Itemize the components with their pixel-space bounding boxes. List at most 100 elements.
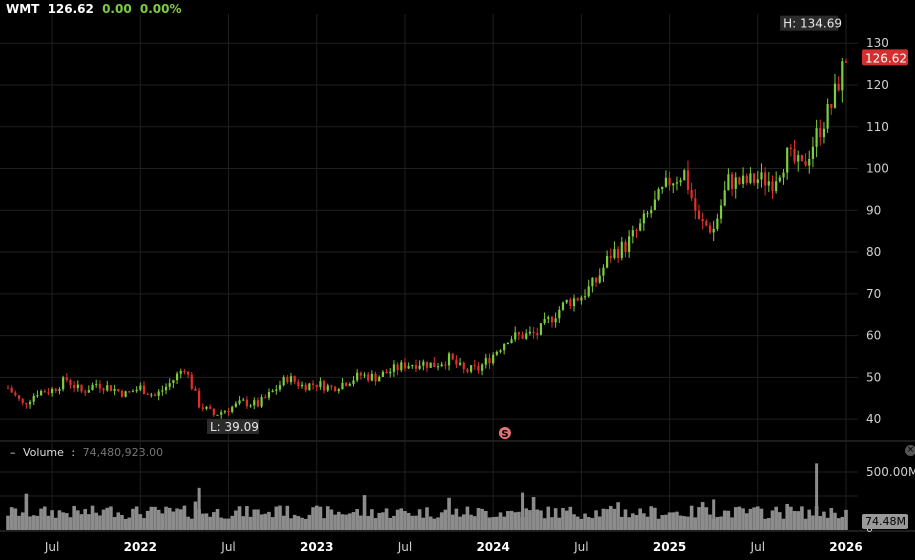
volume-bar: [215, 508, 220, 530]
volume-bar: [461, 514, 466, 530]
candle-body: [797, 155, 800, 162]
candle-body: [591, 277, 594, 287]
volume-bar: [524, 508, 529, 530]
candle-body: [356, 372, 359, 381]
price-tick-label: 40: [866, 412, 881, 426]
volume-bar: [72, 505, 76, 530]
candle-body: [789, 147, 792, 149]
candle-body: [43, 390, 46, 393]
volume-bar: [671, 512, 676, 530]
candle-body: [275, 389, 278, 391]
candle-body: [628, 236, 631, 252]
candle-body: [580, 297, 583, 301]
volume-bar: [87, 514, 91, 530]
candle-body: [198, 390, 201, 408]
volume-bar: [112, 517, 117, 530]
volume-bar: [9, 507, 14, 530]
candle-body: [146, 394, 149, 396]
close-icon[interactable]: ×: [905, 445, 915, 456]
candle-body: [425, 361, 429, 368]
volume-bar: [631, 513, 635, 530]
candle-body: [418, 365, 421, 369]
candle-body: [668, 177, 671, 186]
volume-bar: [546, 506, 551, 530]
volume-bar: [733, 507, 738, 530]
volume-bar: [76, 510, 80, 530]
volume-bar: [252, 509, 257, 530]
candle-body: [293, 376, 296, 382]
candle-body: [679, 180, 682, 183]
candle-body: [462, 362, 465, 370]
candle-body: [341, 382, 344, 390]
candle-body: [536, 333, 539, 335]
last-price-box: [862, 49, 908, 66]
volume-bar: [403, 511, 407, 530]
volume-bar: [79, 514, 84, 530]
volume-bar: [528, 510, 532, 530]
candle-body: [811, 146, 815, 159]
volume-bar: [553, 508, 558, 530]
volume-bar: [285, 505, 290, 530]
candle-body: [837, 83, 840, 91]
candle-body: [194, 388, 197, 391]
candle-body: [694, 198, 697, 211]
candle-body: [278, 385, 282, 390]
candle-body: [613, 249, 616, 258]
candle-body: [10, 387, 13, 393]
volume-bar: [204, 513, 209, 530]
price-tick-label: 60: [866, 329, 881, 343]
volume-bar: [491, 516, 495, 530]
volume-bar: [39, 508, 43, 530]
ticker-price: 126.62: [47, 2, 94, 16]
candle-body: [822, 128, 826, 138]
volume-bar: [575, 516, 580, 530]
volume-tick-label: 500.00M: [866, 465, 915, 479]
candle-body: [569, 299, 572, 307]
volume-bar: [142, 518, 146, 530]
candle-body: [51, 388, 54, 393]
volume-bar: [458, 516, 462, 530]
volume-bar: [333, 514, 337, 530]
volume-bar: [292, 514, 297, 530]
candle-body: [639, 223, 642, 231]
volume-bar: [480, 508, 484, 530]
volume-bar: [796, 511, 801, 530]
volume-bar: [318, 506, 323, 530]
candle-body: [793, 148, 796, 162]
volume-bar: [388, 517, 393, 530]
volume-bar: [300, 517, 304, 530]
volume-bar: [781, 518, 786, 530]
candle-body: [558, 309, 561, 319]
volume-bar: [763, 518, 767, 530]
volume-bar: [818, 516, 823, 530]
volume-bar: [425, 507, 429, 530]
collapse-icon[interactable]: –: [10, 446, 16, 459]
volume-bar: [13, 508, 18, 530]
candle-body: [150, 394, 153, 396]
volume-bar: [237, 506, 242, 530]
ticker-header: WMT 126.62 0.00 0.00%: [6, 2, 182, 16]
candle-body: [683, 170, 686, 181]
candle-body: [514, 332, 517, 340]
candle-body: [25, 402, 28, 405]
candle-body: [539, 323, 543, 335]
low-marker: L: 39.09: [207, 418, 260, 434]
candle-body: [650, 209, 653, 214]
candle-body: [17, 395, 21, 399]
volume-bar: [428, 516, 433, 530]
volume-bar: [171, 511, 176, 530]
candle-body: [646, 213, 649, 215]
volume-bar: [175, 508, 179, 530]
volume-bar: [153, 506, 157, 530]
volume-bar: [454, 508, 459, 530]
price-tick-label: 120: [866, 78, 889, 92]
candle-body: [260, 397, 263, 407]
candle-body: [734, 177, 737, 189]
high-marker-box: [780, 15, 839, 31]
candle-body: [481, 364, 484, 371]
candle-body: [550, 317, 554, 323]
time-tick-label: Jul: [220, 540, 235, 554]
volume-bar: [521, 492, 525, 530]
volume-panel-header[interactable]: – Volume : 74,480,923.00: [10, 446, 164, 459]
